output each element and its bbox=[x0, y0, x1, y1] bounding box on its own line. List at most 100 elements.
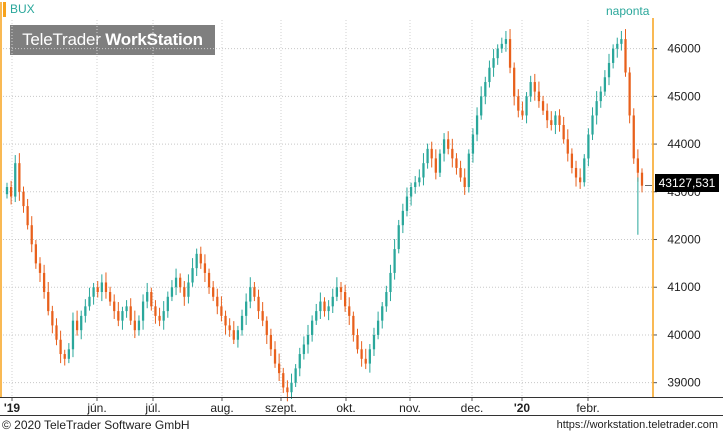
candle-body bbox=[438, 153, 442, 173]
candle-body bbox=[467, 153, 470, 188]
candle-body bbox=[220, 306, 223, 316]
candle-body bbox=[141, 301, 145, 321]
candle-body bbox=[253, 287, 256, 297]
candle-body bbox=[179, 277, 182, 288]
candle-body bbox=[14, 163, 17, 197]
candle-body bbox=[224, 315, 227, 326]
candle-body bbox=[319, 301, 322, 312]
candle-body bbox=[620, 39, 623, 44]
candle-body bbox=[245, 301, 248, 316]
interval-label[interactable]: naponta bbox=[606, 4, 650, 18]
candle-body bbox=[240, 315, 244, 331]
candle-body bbox=[591, 115, 594, 135]
candle-body bbox=[5, 187, 9, 195]
candle-body bbox=[191, 268, 194, 283]
candle-body bbox=[129, 306, 132, 321]
candle-body bbox=[368, 349, 371, 364]
x-tick-label: febr. bbox=[576, 401, 599, 415]
candle-body bbox=[67, 349, 70, 359]
logo-text-teletrader: TeleTrader bbox=[22, 30, 106, 49]
candle-body bbox=[537, 91, 541, 102]
candle-body bbox=[414, 182, 417, 188]
candle-body bbox=[422, 163, 425, 178]
candle-body bbox=[418, 177, 421, 183]
candle-body bbox=[174, 277, 178, 288]
y-tick-label: 46000 bbox=[667, 42, 701, 56]
candle-body bbox=[121, 311, 124, 321]
candle-body bbox=[372, 334, 376, 350]
candle-body bbox=[166, 296, 169, 312]
y-tick-label: 41000 bbox=[667, 280, 701, 294]
candle-body bbox=[583, 158, 586, 183]
candle-body bbox=[310, 320, 314, 335]
x-tick-label: júl. bbox=[144, 401, 160, 415]
x-tick-label: '19 bbox=[4, 401, 21, 415]
candle-body bbox=[42, 272, 46, 293]
candle-body bbox=[599, 91, 602, 102]
candle-body bbox=[603, 77, 607, 92]
candle-body bbox=[496, 48, 499, 59]
candle-body bbox=[405, 196, 409, 211]
candle-body bbox=[484, 82, 487, 97]
candle-body bbox=[158, 315, 161, 321]
candle-body bbox=[612, 48, 615, 63]
candle-body bbox=[154, 306, 157, 316]
candle-body bbox=[554, 115, 557, 125]
candle-body bbox=[236, 330, 240, 340]
candle-body bbox=[430, 148, 433, 159]
candle-body bbox=[628, 72, 631, 116]
candle-body bbox=[34, 244, 37, 264]
candle-body bbox=[104, 282, 108, 293]
candle-body bbox=[595, 101, 598, 116]
candle-body bbox=[100, 282, 103, 293]
x-tick-label: aug. bbox=[210, 401, 233, 415]
candle-body bbox=[290, 382, 293, 393]
candle-body bbox=[480, 96, 483, 116]
candles bbox=[5, 29, 652, 402]
candle-body bbox=[212, 287, 215, 297]
candle-body bbox=[570, 153, 574, 168]
candle-body bbox=[385, 292, 388, 307]
candle-body bbox=[133, 320, 136, 331]
candle-body bbox=[286, 387, 289, 393]
candle-body bbox=[59, 339, 62, 355]
candle-body bbox=[113, 301, 116, 312]
candle-body bbox=[348, 306, 351, 316]
candle-body bbox=[261, 311, 264, 321]
candle-body bbox=[71, 320, 75, 350]
candle-body bbox=[624, 39, 627, 73]
x-tick-label: jún. bbox=[86, 401, 106, 415]
candle-body bbox=[9, 187, 13, 197]
candle-body bbox=[183, 287, 186, 297]
candle-body bbox=[442, 139, 446, 154]
teletrader-logo: TeleTrader WorkStation bbox=[10, 25, 215, 55]
candle-body bbox=[562, 124, 565, 140]
candle-body bbox=[278, 363, 281, 374]
candle-body bbox=[51, 311, 54, 326]
candle-body bbox=[47, 292, 50, 312]
y-tick-label: 40000 bbox=[667, 328, 701, 342]
candle-body bbox=[579, 177, 582, 183]
candle-body bbox=[504, 39, 508, 44]
candle-body bbox=[302, 344, 306, 355]
candle-body bbox=[207, 272, 211, 288]
candle-body bbox=[587, 134, 590, 159]
candle-body bbox=[306, 334, 310, 345]
candle-body bbox=[55, 325, 58, 340]
symbol-label[interactable]: BUX bbox=[3, 2, 35, 17]
candle-body bbox=[92, 287, 95, 297]
candle-body bbox=[273, 349, 277, 364]
x-axis: '19 jún. júl. aug. szept. okt. nov. dec. '20 febr… bbox=[0, 397, 723, 416]
candle-body bbox=[323, 301, 326, 312]
candle-body bbox=[18, 163, 21, 192]
source-url[interactable]: https://workstation.teletrader.com bbox=[556, 419, 718, 431]
candle-body bbox=[203, 263, 207, 273]
candle-body bbox=[294, 368, 297, 383]
candle-body bbox=[376, 320, 380, 335]
y-tick-label: 42000 bbox=[667, 233, 701, 247]
candle-body bbox=[360, 349, 363, 359]
candle-body bbox=[22, 191, 25, 207]
candle-body bbox=[117, 311, 120, 321]
candle-body bbox=[389, 272, 392, 293]
